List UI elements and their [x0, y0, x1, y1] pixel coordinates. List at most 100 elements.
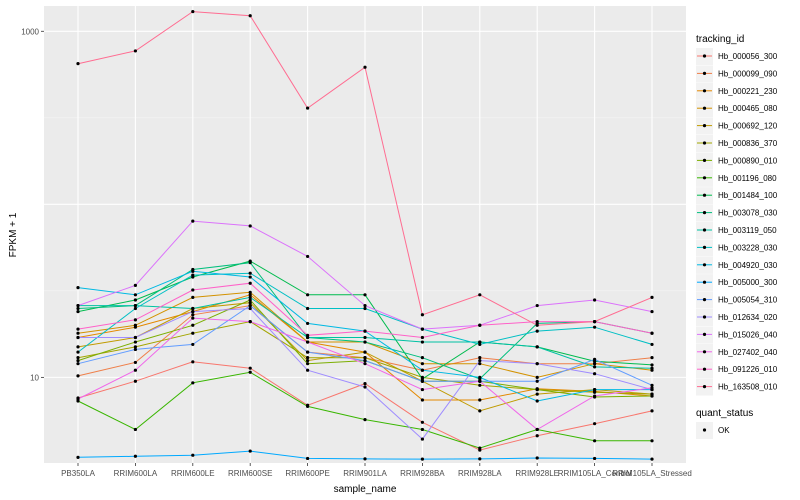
data-point-Hb_000465_080 [593, 362, 597, 366]
data-point-Hb_000465_080 [76, 331, 80, 335]
x-tick-label: RRIM901LA [343, 469, 387, 478]
x-tick-label: PB350LA [61, 469, 95, 478]
data-point-Hb_001196_080 [650, 439, 654, 443]
data-point-Hb_015026_040 [76, 303, 80, 308]
data-point-Hb_000056_300 [593, 422, 597, 426]
legend-key-point [702, 158, 707, 162]
data-point-Hb_027402_040 [593, 394, 597, 398]
y-tick-label: 10 [30, 373, 39, 382]
data-point-Hb_091226_010 [76, 327, 80, 331]
data-point-Hb_000465_080 [420, 362, 424, 366]
data-point-Hb_004920_030 [478, 375, 482, 379]
legend-label: Hb_000890_010 [718, 156, 778, 165]
data-point-Hb_005054_310 [191, 342, 195, 347]
legend-label: Hb_001196_080 [718, 174, 777, 183]
legend-key-point [702, 315, 707, 319]
x-axis-ticks: PB350LA RRIM600LA RRIM600LE RRIM600SE RRIM60… [61, 463, 692, 478]
data-point-Hb_000692_120 [478, 409, 482, 413]
data-point-Hb_004920_030 [420, 368, 424, 372]
data-point-Hb_000692_120 [535, 392, 539, 396]
data-point-Hb_005054_310 [593, 357, 597, 362]
data-point-Hb_091226_010 [535, 320, 539, 324]
legend-label: Hb_163508_010 [718, 383, 778, 392]
data-point-Hb_015026_040 [363, 303, 367, 308]
data-point-Hb_012634_020 [191, 309, 195, 314]
data-point-Hb_012634_020 [306, 368, 310, 372]
data-point-Hb_012634_020 [420, 437, 424, 441]
data-point-Hb_001484_100 [363, 293, 367, 297]
legend-label: Hb_000836_370 [718, 139, 778, 148]
data-point-Hb_000221_230 [248, 293, 252, 297]
data-point-Hb_015026_040 [133, 283, 137, 288]
data-point-Hb_091226_010 [248, 281, 252, 285]
data-point-Hb_003228_030 [363, 306, 367, 311]
data-point-Hb_003228_030 [650, 342, 654, 347]
data-point-Hb_005054_310 [248, 303, 252, 308]
data-point-Hb_005054_310 [363, 359, 367, 363]
data-point-Hb_000692_120 [306, 359, 310, 363]
data-point-Hb_003078_030 [420, 356, 424, 360]
legend-shape-title: quant_status [696, 408, 753, 419]
legend-title: tracking_id [696, 34, 744, 45]
data-point-Hb_000099_090 [478, 356, 482, 360]
legend-label: Hb_003119_050 [718, 226, 777, 235]
data-point-Hb_015026_040 [593, 298, 597, 302]
data-point-Hb_163508_010 [133, 49, 137, 53]
legend-key-point [702, 124, 707, 128]
data-point-Hb_001484_100 [650, 363, 654, 367]
legend-key-point [702, 71, 707, 75]
x-tick-label: RRIM928LA [458, 469, 502, 478]
x-tick-label: RRIM600LA [114, 469, 158, 478]
data-point-Hb_091226_010 [650, 331, 654, 335]
data-point-Hb_027402_040 [650, 386, 654, 390]
data-point-Hb_000836_370 [191, 331, 195, 335]
data-point-Hb_004920_030 [76, 286, 80, 290]
data-point-Hb_004920_030 [248, 275, 252, 279]
data-point-Hb_001196_080 [363, 418, 367, 422]
data-point-Hb_001196_080 [191, 381, 195, 385]
data-point-Hb_000890_010 [650, 394, 654, 398]
legend-label: Hb_000221_230 [718, 87, 778, 96]
data-point-Hb_000836_370 [478, 383, 482, 387]
data-point-Hb_000890_010 [133, 340, 137, 344]
data-point-Hb_027402_040 [306, 340, 310, 344]
data-point-Hb_003119_050 [593, 365, 597, 369]
data-point-Hb_001484_100 [306, 293, 310, 297]
legend-key-point [702, 385, 707, 389]
legend-label: Hb_005054_310 [718, 296, 778, 305]
data-point-Hb_000465_080 [133, 323, 137, 327]
data-point-Hb_003119_050 [191, 306, 195, 311]
data-point-Hb_003228_030 [535, 329, 539, 333]
data-point-Hb_003119_050 [535, 345, 539, 349]
data-point-Hb_004920_030 [593, 387, 597, 392]
data-point-Hb_015026_040 [650, 309, 654, 314]
data-point-Hb_000056_300 [535, 434, 539, 438]
data-point-Hb_005054_310 [650, 383, 654, 387]
legend-key-point [702, 211, 707, 215]
legend-shape-label: OK [718, 426, 730, 435]
data-point-Hb_001196_080 [248, 370, 252, 374]
x-tick-label: RRIM928LE [515, 469, 559, 478]
legend-key-point [702, 367, 707, 371]
data-point-Hb_027402_040 [420, 387, 424, 392]
data-point-Hb_004920_030 [191, 269, 195, 273]
data-point-Hb_000890_010 [76, 359, 80, 363]
data-point-Hb_091226_010 [191, 288, 195, 292]
data-point-Hb_003228_030 [478, 342, 482, 347]
data-point-Hb_000099_090 [76, 374, 80, 378]
x-tick-label: RRIM600SE [228, 469, 272, 478]
data-point-Hb_003228_030 [306, 306, 310, 311]
data-point-Hb_015026_040 [248, 224, 252, 228]
data-point-Hb_001484_100 [133, 298, 137, 302]
data-point-Hb_000836_370 [306, 356, 310, 360]
data-point-Hb_163508_010 [248, 14, 252, 18]
data-point-Hb_091226_010 [363, 329, 367, 333]
data-point-Hb_091226_010 [420, 335, 424, 340]
data-point-Hb_015026_040 [420, 327, 424, 331]
data-point-Hb_000056_300 [248, 366, 252, 370]
legend-label: Hb_001484_100 [718, 191, 778, 200]
legend-label: Hb_004920_030 [718, 261, 778, 270]
data-point-Hb_163508_010 [191, 9, 195, 14]
data-point-Hb_163508_010 [420, 313, 424, 317]
